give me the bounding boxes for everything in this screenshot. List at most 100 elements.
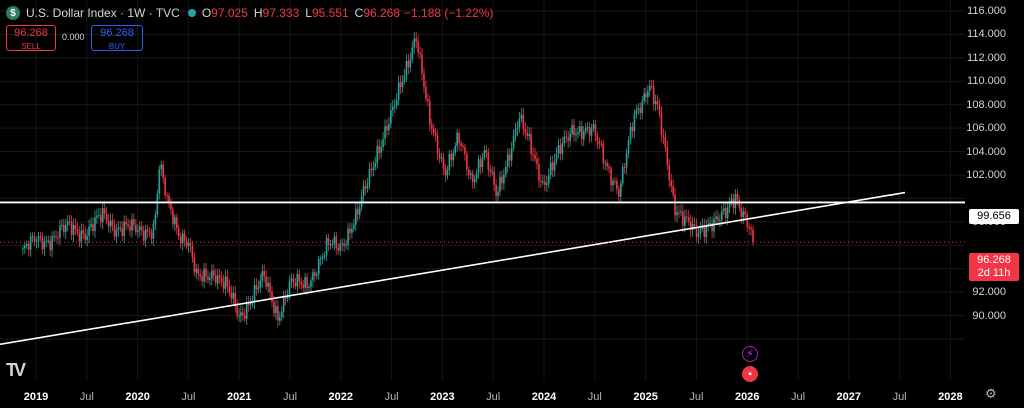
candle-body — [317, 259, 320, 275]
candle-body — [413, 38, 416, 48]
candle-body — [728, 202, 731, 208]
time-tick-label: 2026 — [734, 391, 760, 403]
candle-body — [107, 221, 110, 227]
candle-body — [399, 82, 402, 88]
candle-body — [88, 226, 90, 237]
candle-body — [395, 99, 398, 106]
candle-body — [442, 157, 445, 169]
candle-body — [520, 114, 523, 119]
candle-body — [668, 165, 671, 181]
candle-body — [658, 105, 661, 114]
candle-body — [738, 199, 741, 208]
candle-body — [555, 153, 558, 161]
candle-body — [92, 224, 94, 231]
candle-body — [242, 312, 244, 316]
candle-body — [549, 162, 552, 176]
candle-body — [76, 229, 79, 234]
candle-body — [255, 285, 258, 290]
candle-body — [699, 228, 702, 234]
candle-body — [724, 208, 727, 219]
candle-body — [664, 137, 667, 148]
candle-body — [639, 108, 642, 113]
candle-body — [213, 270, 215, 276]
candle-body — [152, 223, 155, 239]
candle-body — [98, 214, 100, 216]
candle-body — [425, 86, 427, 99]
candle-body — [590, 128, 593, 136]
candle-body — [82, 230, 85, 234]
us-flag-icon[interactable]: ▪ — [742, 366, 758, 382]
candle-body — [641, 101, 643, 113]
time-tick-label: 2027 — [836, 391, 862, 403]
candle-body — [598, 141, 601, 144]
candle-body — [680, 211, 682, 213]
candle-body — [259, 280, 262, 288]
candle-body — [637, 108, 640, 110]
candle-body — [415, 38, 417, 42]
time-tick-label: Jul — [181, 391, 196, 403]
sell-button[interactable]: 96.268 SELL — [6, 25, 56, 51]
ohlc-key: L — [305, 6, 312, 20]
candle-body — [468, 169, 470, 175]
symbol-legend[interactable]: $ U.S. Dollar Index · 1W · TVC O97.025 H9… — [6, 5, 493, 21]
sell-label: SELL — [21, 42, 41, 51]
candle-body — [512, 135, 515, 149]
candle-body — [232, 293, 235, 299]
candle-body — [207, 276, 209, 280]
candle-body — [726, 207, 729, 219]
candle-body — [427, 98, 429, 101]
lightning-icon[interactable]: ⚡ — [742, 346, 758, 362]
candle-body — [645, 93, 647, 98]
candle-body — [339, 244, 341, 251]
time-tick-label: 2021 — [226, 391, 252, 403]
candle-body — [220, 277, 223, 282]
candle-body — [96, 215, 98, 218]
candle-body — [170, 201, 172, 211]
candle-body — [386, 126, 388, 131]
candle-body — [456, 132, 458, 146]
candle-body — [635, 109, 638, 115]
buy-button[interactable]: 96.268 BUY — [91, 25, 143, 51]
candle-body — [280, 311, 283, 318]
candle-body — [619, 183, 622, 197]
candle-body — [616, 181, 618, 190]
candle-body — [711, 222, 713, 232]
candle-body — [573, 124, 575, 136]
candle-body — [109, 220, 112, 227]
candle-body — [358, 207, 361, 215]
candle-body — [345, 244, 347, 246]
candle-body — [448, 154, 451, 170]
price-tick-label: 90.000 — [972, 309, 1006, 322]
candle-body — [469, 173, 472, 175]
candle-body — [349, 228, 351, 233]
candle-body — [90, 224, 92, 227]
candle-body — [652, 86, 655, 105]
candle-body — [571, 124, 573, 134]
candle-body — [290, 278, 293, 281]
candle-body — [643, 93, 645, 102]
candle-body — [41, 236, 44, 250]
candle-body — [265, 276, 267, 287]
candle-body — [592, 124, 595, 129]
candle-body — [103, 208, 106, 214]
candle-body — [581, 126, 583, 140]
candle-body — [133, 219, 135, 225]
gear-icon[interactable]: ⚙ — [985, 386, 997, 401]
candle-body — [247, 303, 250, 305]
candle-body — [123, 221, 125, 237]
candle-body — [57, 237, 59, 239]
symbol-title[interactable]: U.S. Dollar Index · 1W · TVC — [26, 6, 180, 20]
candle-body — [384, 126, 386, 140]
candle-body — [596, 135, 599, 142]
candle-body — [557, 144, 560, 154]
candle-body — [168, 195, 170, 202]
candle-body — [528, 134, 530, 137]
ohlc-key: O — [201, 6, 212, 20]
candle-body — [101, 208, 104, 223]
candle-body — [86, 236, 88, 240]
tradingview-logo-icon[interactable]: TV — [6, 360, 26, 380]
candle-body — [355, 208, 357, 225]
candle-body — [230, 292, 233, 299]
